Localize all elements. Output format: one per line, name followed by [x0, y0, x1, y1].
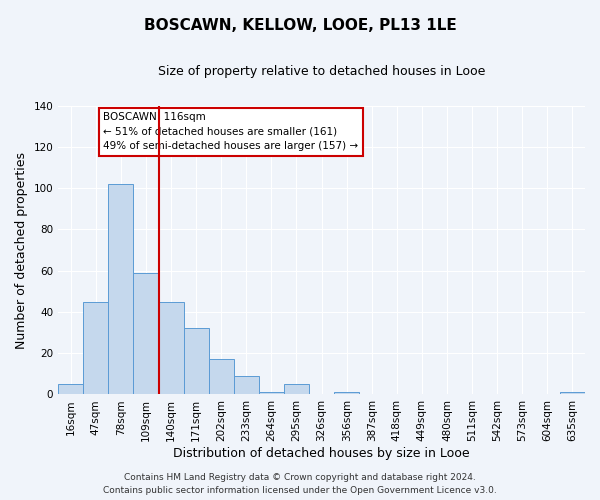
Text: Contains HM Land Registry data © Crown copyright and database right 2024.
Contai: Contains HM Land Registry data © Crown c…	[103, 474, 497, 495]
Text: BOSCAWN: 116sqm
← 51% of detached houses are smaller (161)
49% of semi-detached : BOSCAWN: 116sqm ← 51% of detached houses…	[103, 112, 358, 152]
Bar	[334, 392, 359, 394]
Text: BOSCAWN, KELLOW, LOOE, PL13 1LE: BOSCAWN, KELLOW, LOOE, PL13 1LE	[143, 18, 457, 32]
Bar	[234, 376, 259, 394]
Bar	[133, 272, 158, 394]
Bar	[209, 360, 234, 394]
Y-axis label: Number of detached properties: Number of detached properties	[15, 152, 28, 348]
Bar	[109, 184, 133, 394]
X-axis label: Distribution of detached houses by size in Looe: Distribution of detached houses by size …	[173, 447, 470, 460]
Bar	[58, 384, 83, 394]
Bar	[184, 328, 209, 394]
Bar	[560, 392, 585, 394]
Title: Size of property relative to detached houses in Looe: Size of property relative to detached ho…	[158, 65, 485, 78]
Bar	[284, 384, 309, 394]
Bar	[259, 392, 284, 394]
Bar	[83, 302, 109, 394]
Bar	[158, 302, 184, 394]
